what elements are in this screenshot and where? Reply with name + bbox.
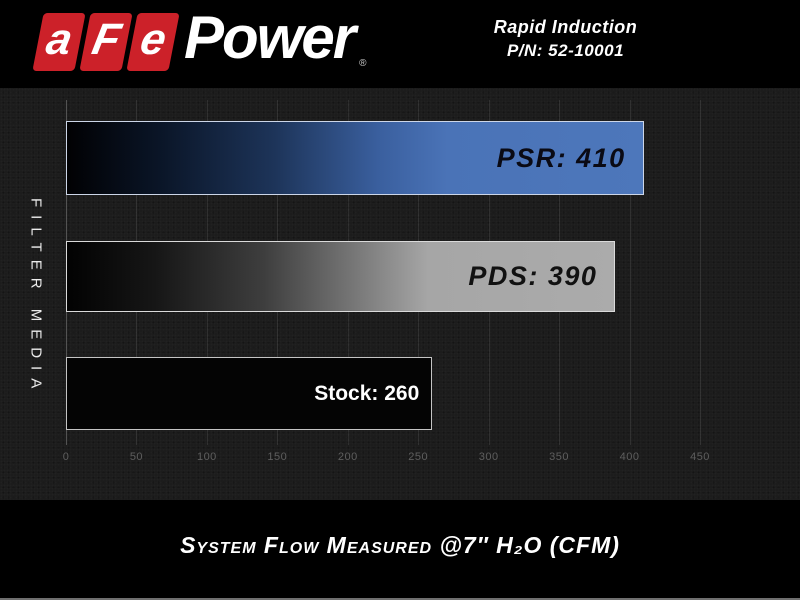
x-tick-label: 200 (337, 451, 358, 463)
x-axis-caption: System Flow Measured @7″ H₂O (CFM) (180, 531, 620, 558)
footer-band: System Flow Measured @7″ H₂O (CFM) (0, 500, 800, 600)
logo-tile-e: e (126, 13, 180, 71)
bar-value-label: PDS: 390 (468, 261, 598, 291)
bar-stock: Stock: 260 (66, 357, 433, 430)
logo-letter: e (136, 15, 171, 64)
bar-value-label: PSR: 410 (496, 142, 626, 173)
logo-tile-f: F (79, 13, 133, 71)
logo-wordmark: Power (184, 4, 356, 71)
logo-letter: F (88, 15, 125, 64)
bottom-edge-line (0, 598, 800, 600)
gridline (629, 100, 631, 445)
bar-pds: PDS: 390 (66, 241, 616, 312)
x-tick-label: 400 (619, 451, 640, 463)
product-info: Rapid Induction P/N: 52-10001 (438, 17, 693, 61)
logo-tile-a: a (32, 13, 86, 71)
registered-trademark-icon: ® (359, 58, 367, 69)
x-tick-label: 150 (267, 451, 288, 463)
bar-value-label: Stock: 260 (314, 381, 420, 405)
x-tick-label: 100 (196, 451, 217, 463)
x-tick-label: 250 (408, 451, 429, 463)
product-part-number: P/N: 52-10001 (506, 41, 625, 60)
x-tick-label: 0 (62, 451, 70, 463)
logo-letter: a (42, 15, 77, 64)
x-axis-ticks: 0 50 100 150 200 250 300 350 400 450 (62, 451, 710, 467)
afe-power-logo: a F e Power ® (24, 4, 367, 75)
plot-area: PSR: 410 PDS: 390 Stock: 260 (66, 100, 701, 445)
product-name: Rapid Induction (493, 17, 638, 37)
x-tick-label: 450 (690, 451, 710, 463)
logo-red-tiles: a F e (32, 13, 180, 71)
x-tick-label: 350 (549, 451, 570, 463)
bar-psr: PSR: 410 (66, 121, 644, 195)
x-tick-label: 50 (129, 451, 144, 463)
x-tick-label: 300 (478, 451, 499, 463)
chart-area: FILTER MEDIA PSR: 410 PDS: 390 Stock: 260 … (0, 88, 800, 500)
y-axis-label: FILTER MEDIA (27, 197, 45, 397)
header-band: a F e Power ® Rapid Induction P/N: 52-10… (0, 0, 800, 88)
gridline (700, 100, 701, 445)
